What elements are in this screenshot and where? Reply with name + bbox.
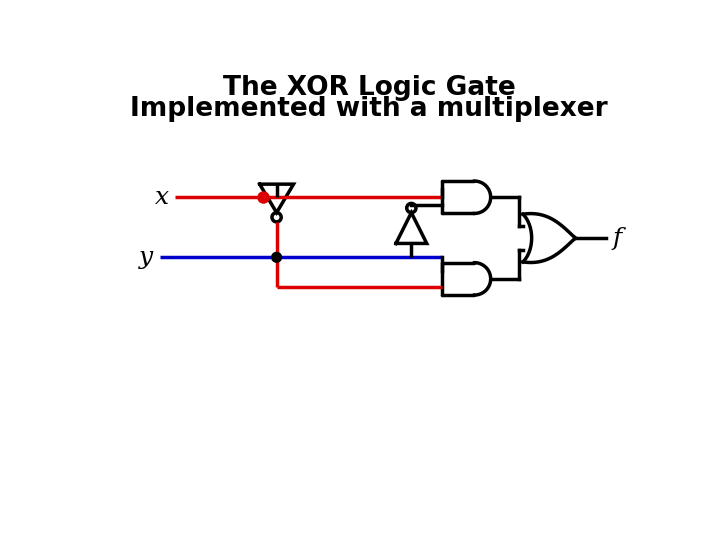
Circle shape bbox=[273, 253, 281, 261]
Text: The XOR Logic Gate: The XOR Logic Gate bbox=[222, 75, 516, 101]
Text: f: f bbox=[612, 227, 621, 249]
Text: y: y bbox=[139, 246, 153, 269]
Text: Implemented with a multiplexer: Implemented with a multiplexer bbox=[130, 97, 608, 123]
Text: x: x bbox=[155, 186, 168, 209]
